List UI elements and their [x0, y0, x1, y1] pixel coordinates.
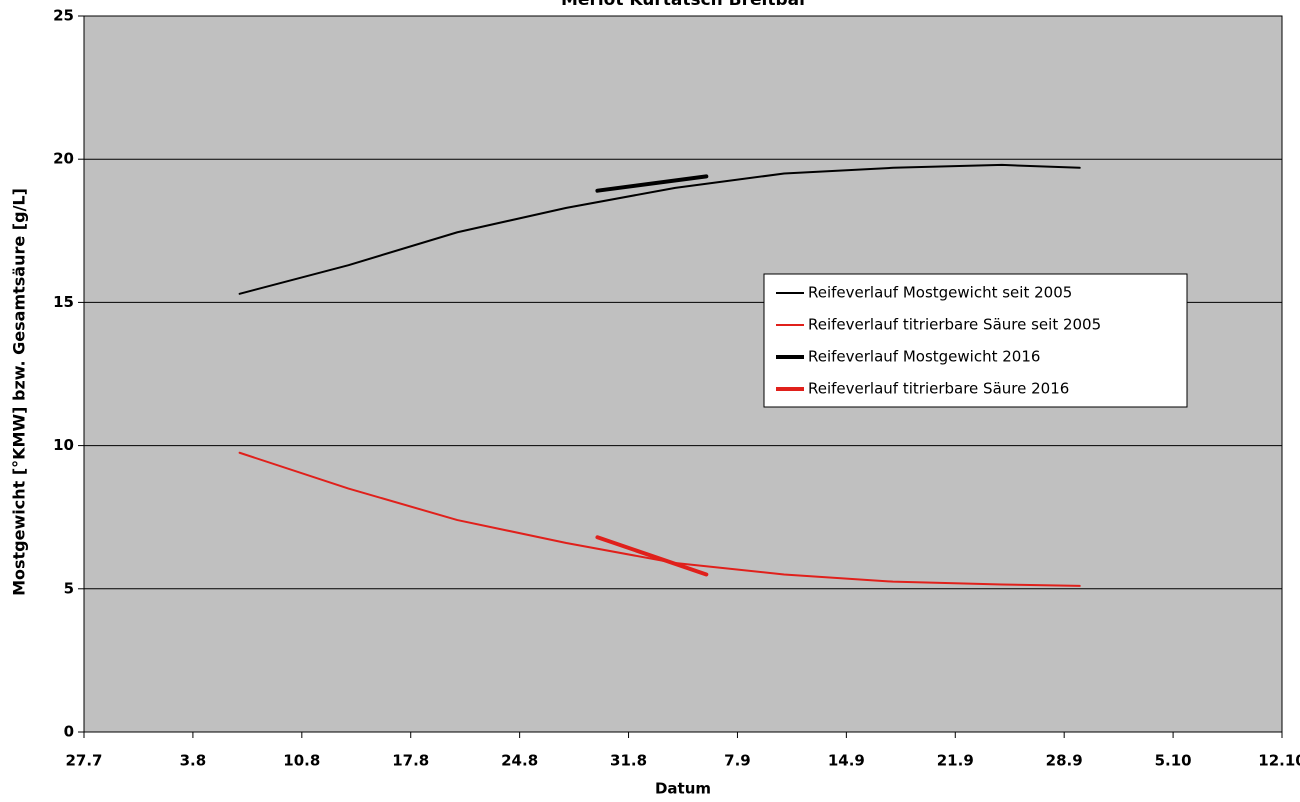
legend-label: Reifeverlauf titrierbare Säure seit 2005	[808, 316, 1101, 334]
y-tick-label: 15	[53, 293, 74, 311]
y-tick-label: 20	[53, 150, 74, 168]
series-line	[238, 163, 1081, 295]
x-tick-label: 27.7	[65, 752, 102, 770]
x-tick-label: 7.9	[724, 752, 751, 770]
series-line	[595, 174, 709, 193]
legend-label: Reifeverlauf Mostgewicht seit 2005	[808, 284, 1072, 302]
y-tick-label: 10	[53, 436, 74, 454]
series-group	[238, 163, 1081, 587]
x-tick-label: 5.10	[1155, 752, 1192, 770]
y-tick-label: 25	[53, 7, 74, 25]
y-tick-label: 0	[64, 723, 74, 741]
series-line	[595, 535, 709, 577]
chart-title: Merlot Kurtatsch Breitbal	[561, 0, 805, 10]
y-tick-label: 5	[64, 579, 74, 597]
x-tick-label: 10.8	[283, 752, 320, 770]
x-tick-label: 31.8	[610, 752, 647, 770]
x-tick-label: 28.9	[1046, 752, 1083, 770]
y-axis-label: Mostgewicht [°KMW] bzw. Gesamtsäure [g/L…	[10, 188, 29, 596]
x-tick-label: 14.9	[828, 752, 865, 770]
x-tick-label: 17.8	[392, 752, 429, 770]
grid	[78, 15, 1283, 738]
x-tick-label: 24.8	[501, 752, 538, 770]
x-axis-label: Datum	[655, 780, 711, 798]
legend-label: Reifeverlauf Mostgewicht 2016	[808, 348, 1040, 366]
x-tick-label: 21.9	[937, 752, 974, 770]
legend-box	[763, 273, 1188, 408]
x-tick-label: 12.10	[1258, 752, 1300, 770]
x-tick-label: 3.8	[180, 752, 207, 770]
legend-label: Reifeverlauf titrierbare Säure 2016	[808, 380, 1069, 398]
